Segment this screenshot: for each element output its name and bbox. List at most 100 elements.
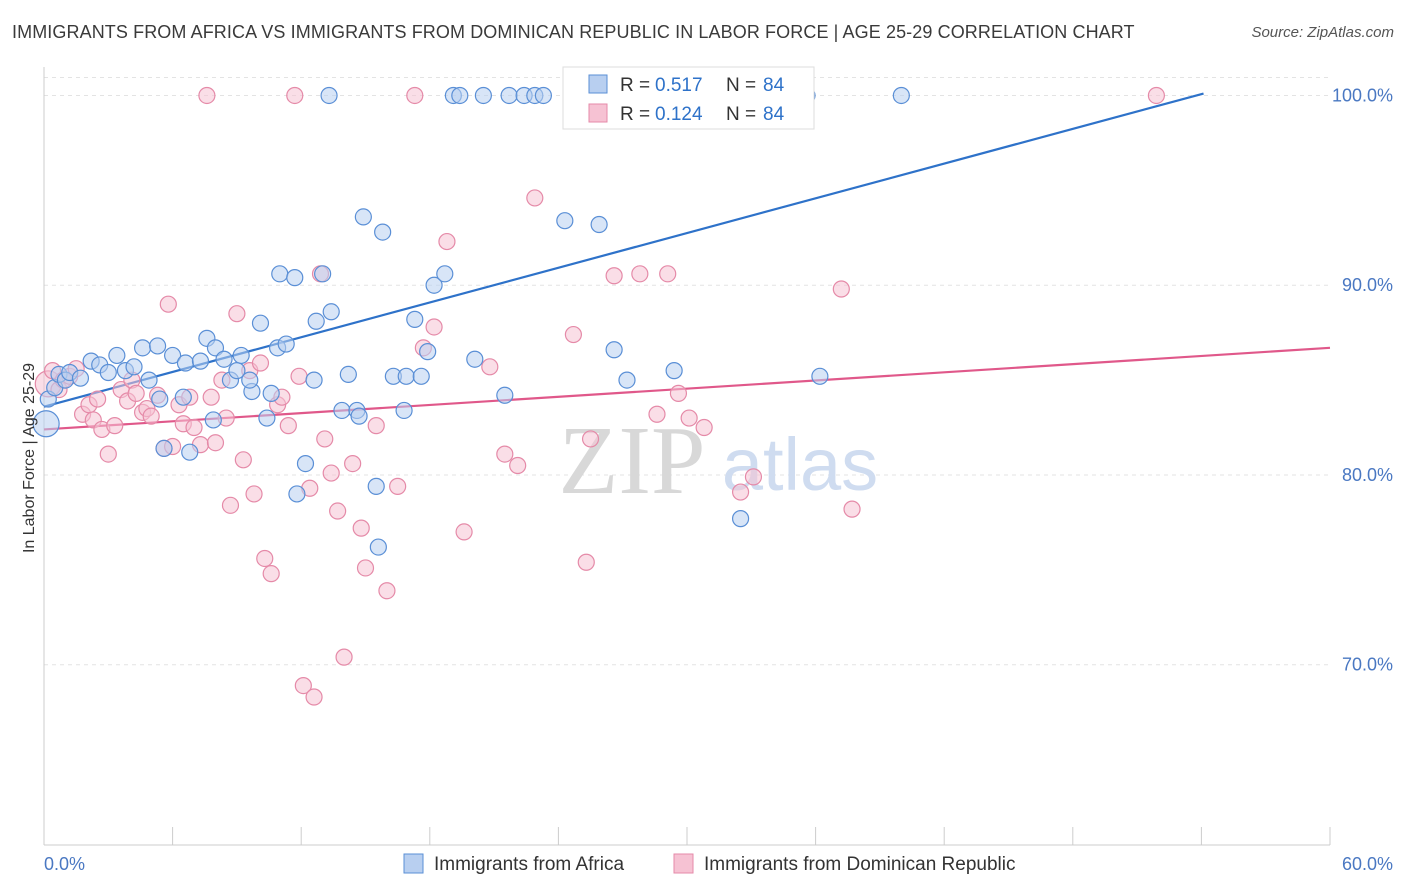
point-dominican-19 <box>142 407 160 425</box>
point-africa-65 <box>474 86 492 105</box>
point-dominican-45 <box>286 86 304 105</box>
point-africa-40 <box>296 454 315 473</box>
point-africa-16 <box>151 390 169 408</box>
point-dominican-36 <box>234 451 252 469</box>
point-dominican-12 <box>106 417 124 435</box>
point-dominican-22 <box>159 295 177 313</box>
point-dominican-38 <box>245 485 263 503</box>
legend-r-value-africa: 0.517 <box>655 75 703 96</box>
point-africa-18 <box>164 346 182 365</box>
legend-r-value-dominican: 0.124 <box>655 104 703 125</box>
chart-title: IMMIGRANTS FROM AFRICA VS IMMIGRANTS FRO… <box>12 22 1135 42</box>
point-africa-66 <box>496 386 514 404</box>
point-africa-80 <box>731 510 750 528</box>
point-africa-41 <box>305 371 323 389</box>
point-dominican-53 <box>329 502 347 520</box>
point-africa-79 <box>665 362 683 380</box>
bottom-legend-swatch-africa <box>403 853 424 874</box>
point-dominican-29 <box>198 86 216 105</box>
point-africa-6 <box>71 369 90 387</box>
y-axis-label: In Labor Force | Age 25-29 <box>21 363 38 553</box>
point-dominican-82 <box>832 280 850 298</box>
point-africa-71 <box>556 212 574 230</box>
point-africa-36 <box>271 265 289 283</box>
point-dominican-81 <box>744 468 763 486</box>
point-dominican-30 <box>202 388 220 406</box>
legend-n-value-dominican: 84 <box>763 104 785 125</box>
point-dominican-34 <box>221 496 240 514</box>
point-dominican-35 <box>228 305 246 323</box>
point-africa-14 <box>133 339 152 357</box>
point-dominican-49 <box>305 688 323 706</box>
point-dominican-69 <box>526 189 544 207</box>
point-africa-64 <box>466 350 484 368</box>
point-dominican-70 <box>564 325 583 344</box>
point-africa-46 <box>333 401 351 420</box>
point-africa-50 <box>354 208 372 226</box>
point-africa-52 <box>374 223 392 241</box>
point-dominican-61 <box>406 86 424 105</box>
point-africa-58 <box>412 367 430 385</box>
bottom-legend-swatch-dominican <box>673 853 694 874</box>
point-africa-42 <box>307 312 325 330</box>
point-dominican-72 <box>581 430 600 448</box>
point-africa-37 <box>277 335 295 353</box>
legend-r-label-dominican: R = <box>620 104 650 125</box>
point-dominican-75 <box>648 405 666 423</box>
y-tick-label-100: 100.0% <box>1332 85 1393 105</box>
point-africa-56 <box>397 367 415 385</box>
point-africa-22 <box>191 352 210 370</box>
point-dominican-74 <box>631 265 649 283</box>
point-dominican-66 <box>481 358 499 376</box>
point-dominican-64 <box>438 232 456 251</box>
point-africa-32 <box>251 314 270 332</box>
point-dominican-59 <box>378 582 396 600</box>
axes <box>43 67 1331 846</box>
x-tick-labels: 0.0% 60.0% <box>44 854 1393 874</box>
point-africa-75 <box>618 371 636 389</box>
point-dominican-58 <box>367 417 385 435</box>
watermark-zip: ZIP <box>559 407 706 515</box>
point-africa-74 <box>605 341 623 359</box>
watermark: ZIP atlas <box>559 407 879 515</box>
point-africa-47 <box>339 365 357 384</box>
point-dominican-79 <box>695 418 713 437</box>
point-dominican-83 <box>843 500 861 518</box>
point-africa-34 <box>262 384 280 402</box>
point-africa-24 <box>204 411 222 429</box>
point-dominican-55 <box>344 454 362 473</box>
y-tick-label-90: 90.0% <box>1342 275 1393 295</box>
point-africa-49 <box>350 407 368 425</box>
point-africa-19 <box>174 388 192 406</box>
point-dominican-65 <box>455 523 473 541</box>
point-dominican-84 <box>1147 86 1165 105</box>
point-africa-51 <box>367 477 385 495</box>
point-dominican-9 <box>88 390 107 408</box>
legend-n-value-africa: 84 <box>763 75 785 96</box>
legend-bottom: Immigrants from Africa Immigrants from D… <box>403 853 1016 875</box>
point-dominican-67 <box>496 445 514 463</box>
point-africa-31 <box>241 371 259 389</box>
trend-line-dominican <box>43 346 1331 431</box>
point-africa-82 <box>811 367 829 385</box>
point-dominican-16 <box>127 384 145 402</box>
point-africa-53 <box>369 538 387 556</box>
legend-swatch-africa <box>588 74 608 94</box>
point-dominican-63 <box>425 318 443 336</box>
point-africa-59 <box>419 343 437 361</box>
source-label: Source: ZipAtlas.com <box>1251 24 1394 41</box>
point-dominican-51 <box>316 430 334 448</box>
point-africa-45 <box>320 86 338 105</box>
point-dominican-31 <box>206 434 225 452</box>
point-africa-60 <box>425 276 443 294</box>
point-africa-70 <box>534 86 552 105</box>
y-tick-label-80: 80.0% <box>1342 465 1393 485</box>
point-dominican-47 <box>294 677 312 695</box>
point-dominican-54 <box>335 648 353 666</box>
y-tick-label-70: 70.0% <box>1342 655 1393 675</box>
point-dominican-11 <box>99 445 117 463</box>
point-dominican-40 <box>256 549 274 568</box>
bottom-legend-label-africa: Immigrants from Africa <box>434 854 624 875</box>
legend-n-label-dominican: N = <box>726 104 756 125</box>
